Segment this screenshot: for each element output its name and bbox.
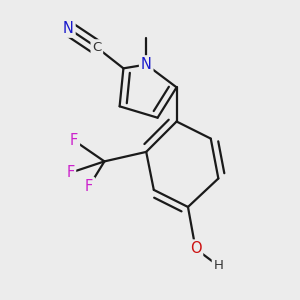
Text: O: O (190, 241, 201, 256)
Text: C: C (92, 41, 101, 54)
Text: F: F (85, 178, 93, 194)
Text: N: N (141, 57, 152, 72)
Text: F: F (70, 133, 78, 148)
Text: H: H (213, 259, 223, 272)
Text: F: F (66, 165, 74, 180)
Text: N: N (63, 21, 74, 36)
